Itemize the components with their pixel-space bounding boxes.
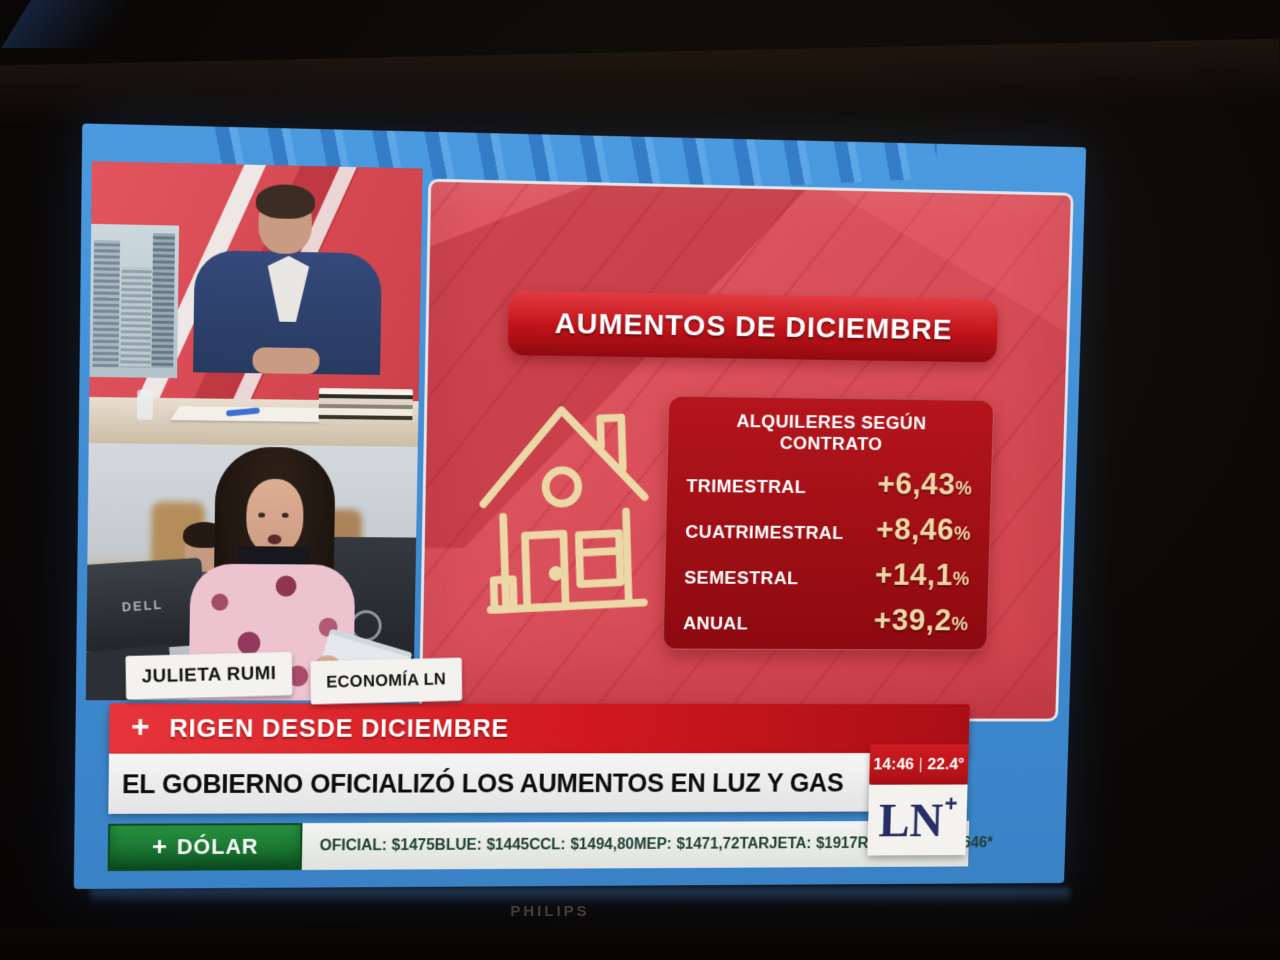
ln-logo-text: LN bbox=[878, 793, 944, 847]
desk-books-stack bbox=[318, 388, 413, 425]
stat-value: +6,43% bbox=[876, 465, 973, 502]
stat-row: TRIMESTRAL +6,43% bbox=[686, 464, 973, 512]
reporter-face bbox=[245, 478, 304, 555]
ticker-quote: MEP: $1471,72 bbox=[633, 835, 740, 853]
dolar-badge: + DÓLAR bbox=[107, 823, 303, 872]
stat-row: CUATRIMESTRAL +8,46% bbox=[685, 509, 972, 557]
clock-time: 14:46 bbox=[873, 754, 915, 774]
dell-monitor: DELL bbox=[85, 557, 207, 653]
stat-value: +8,46% bbox=[875, 511, 972, 547]
stat-unit: % bbox=[951, 613, 969, 636]
city-building bbox=[120, 266, 152, 368]
dolar-badge-label: DÓLAR bbox=[176, 834, 259, 859]
stat-value: +14,1% bbox=[874, 556, 970, 592]
ticker-quote: CCL: $1494,80 bbox=[528, 836, 635, 854]
reporter-name: JULIETA RUMI bbox=[141, 663, 277, 688]
headline-bar: EL GOBIERNO OFICIALIZÓ LOS AUMENTOS EN L… bbox=[108, 753, 876, 814]
reporter-eye bbox=[258, 512, 266, 518]
studio-desk bbox=[88, 388, 419, 447]
stat-row: ANUAL +39,2% bbox=[683, 601, 969, 648]
reporter-name-tag: JULIETA RUMI bbox=[125, 651, 293, 700]
stat-unit: % bbox=[952, 568, 970, 591]
desk-glass bbox=[136, 389, 154, 420]
panel-title-bar: AUMENTOS DE DICIEMBRE bbox=[507, 290, 999, 363]
stat-unit: % bbox=[953, 523, 972, 545]
studio-anchor-video bbox=[88, 161, 423, 447]
panel-title: AUMENTOS DE DICIEMBRE bbox=[554, 306, 953, 346]
temperature: 22.4° bbox=[927, 754, 965, 774]
reporter-role: ECONOMÍA LN bbox=[326, 669, 447, 692]
room-blue-reflection bbox=[1, 0, 165, 48]
plus-icon: + bbox=[151, 830, 168, 861]
room-shelf-shadow bbox=[0, 38, 1280, 126]
anchor-head bbox=[255, 183, 316, 255]
city-building bbox=[92, 240, 121, 368]
rents-stats-card: ALQUILERES SEGÚN CONTRATO TRIMESTRAL +6,… bbox=[662, 395, 995, 651]
reporter-role-tag: ECONOMÍA LN bbox=[310, 657, 462, 705]
screen-glow-reflection bbox=[90, 888, 1070, 904]
stat-label: TRIMESTRAL bbox=[686, 476, 807, 498]
ticker-quote: BLUE: $1445 bbox=[434, 836, 530, 854]
dell-logo-text: DELL bbox=[121, 596, 164, 614]
stat-value: +39,2% bbox=[873, 602, 969, 638]
kicker-banner: + RIGEN DESDE DICIEMBRE bbox=[108, 703, 970, 754]
room-floor-shadow bbox=[0, 928, 1280, 960]
stat-label: CUATRIMESTRAL bbox=[685, 522, 844, 544]
stats-card-title: ALQUILERES SEGÚN CONTRATO bbox=[736, 411, 927, 455]
kicker-text: RIGEN DESDE DICIEMBRE bbox=[169, 713, 510, 743]
ln-logo-plus-icon: + bbox=[944, 791, 958, 818]
plus-icon: + bbox=[130, 708, 150, 744]
clock-separator: | bbox=[918, 754, 924, 774]
stat-row: SEMESTRAL +14,1% bbox=[684, 555, 971, 602]
increase-infographic-panel: AUMENTOS DE DICIEMBRE bbox=[418, 178, 1074, 722]
anchor-hands bbox=[252, 347, 320, 375]
studio-window-cityview bbox=[89, 223, 180, 438]
stat-unit: % bbox=[954, 478, 973, 500]
city-building bbox=[151, 233, 175, 369]
tv-screen: DELL AUMENTOS DE DICIEMBRE bbox=[73, 123, 1087, 889]
reporter-mouth bbox=[267, 534, 282, 545]
stat-label: SEMESTRAL bbox=[684, 567, 799, 590]
house-icon bbox=[466, 381, 662, 632]
ticker-quote: OFICIAL: $1475 bbox=[319, 837, 435, 855]
tv-brand-label: PHILIPS bbox=[510, 903, 590, 920]
anchor-shirt bbox=[267, 255, 309, 322]
ln-plus-logo: LN + bbox=[867, 784, 968, 856]
reporter-eye bbox=[281, 512, 289, 518]
ticker-quote: TARJETA: $1917 bbox=[739, 835, 858, 853]
anchor-hair bbox=[255, 183, 316, 220]
clock-temperature-box: 14:46 | 22.4° bbox=[869, 744, 969, 785]
stat-label: ANUAL bbox=[682, 613, 749, 635]
video-column: DELL bbox=[85, 161, 423, 701]
headline-text: EL GOBIERNO OFICIALIZÓ LOS AUMENTOS EN L… bbox=[121, 767, 844, 799]
